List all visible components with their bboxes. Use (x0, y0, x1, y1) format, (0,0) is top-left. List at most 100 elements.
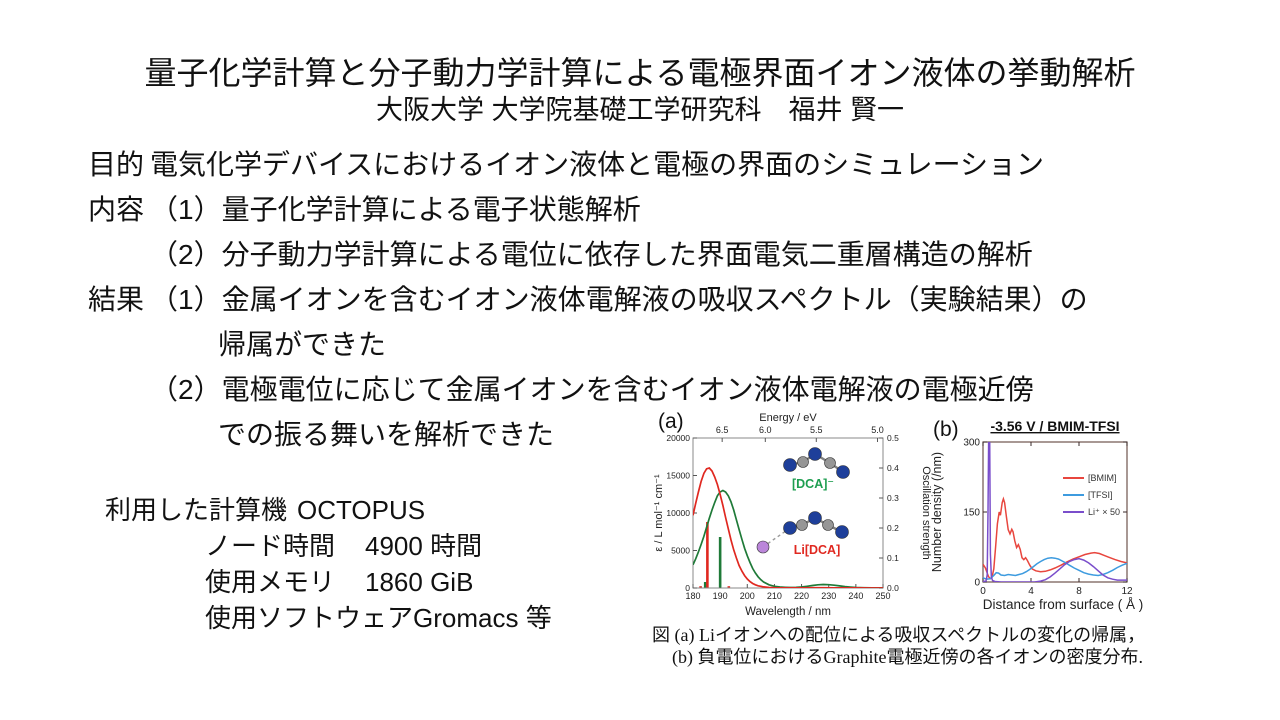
body-line-text: での振る舞いを解析できた (218, 419, 555, 450)
svg-text:0.0: 0.0 (887, 583, 899, 593)
compute-memory-row: 使用メモリ 1860 GiB (205, 564, 552, 600)
svg-text:150: 150 (963, 508, 980, 519)
figure-b-title: -3.56 V / BMIM-TFSI (990, 418, 1119, 434)
figure-b-y-axis-label: Number density (/nm) (930, 452, 944, 572)
atom-C (822, 519, 834, 531)
compute-item-value: 1860 GiB (365, 567, 474, 597)
slide-subtitle: 大阪大学 大学院基礎工学研究科 福井 賢一 (375, 95, 904, 125)
svg-text:8: 8 (1076, 586, 1082, 597)
atom-Li (756, 540, 770, 554)
svg-text:0: 0 (980, 586, 986, 597)
compute-item-name: 使用ソフトウェア (205, 603, 414, 633)
body-line-text: 電気化学デバイスにおけるイオン液体と電極の界面のシミュレーション (150, 149, 1045, 180)
svg-text:4: 4 (1028, 586, 1034, 597)
compute-software-row: 使用ソフトウェア Gromacs 等 (205, 600, 552, 636)
figure-caption-line2: (b) 負電位におけるGraphite電極近傍の各イオンの密度分布. (672, 647, 1143, 667)
svg-text:5.5: 5.5 (810, 425, 823, 435)
svg-text:0.5: 0.5 (887, 433, 899, 443)
figure-a-top-axis-label: Energy / eV (759, 412, 817, 424)
body-text-block: 目的 電気化学デバイスにおけるイオン液体と電極の界面のシミュレーション 内容 （1）… (88, 142, 1088, 457)
svg-text:0.4: 0.4 (887, 463, 899, 473)
body-line-label: 結果 (88, 284, 145, 315)
body-line-text: （2）分子動力学計算による電位に依存した界面電気二重層構造の解析 (150, 239, 1033, 270)
molecule-diagram: [DCA]⁻ (783, 447, 850, 491)
atom-C (797, 456, 809, 468)
body-line-results-2-cont: での振る舞いを解析できた (88, 412, 1088, 457)
density-series (983, 496, 1127, 580)
body-line-label: 目的 (88, 149, 145, 180)
svg-text:12: 12 (1121, 586, 1133, 597)
svg-text:20000: 20000 (666, 433, 690, 443)
svg-text:210: 210 (767, 591, 782, 601)
molecule-label: Li[DCA] (794, 543, 841, 557)
svg-text:0: 0 (685, 583, 690, 593)
body-line-label (156, 322, 218, 367)
svg-text:5.0: 5.0 (871, 425, 884, 435)
svg-text:6.0: 6.0 (759, 425, 772, 435)
body-line-text: 帰属ができた (218, 329, 387, 360)
compute-machine-label: 利用した計算機 (105, 495, 288, 525)
figure-a-y-axis-label: ε / L mol⁻¹ cm⁻¹ (653, 474, 665, 552)
body-line-text: （1）量子化学計算による電子状態解析 (150, 194, 641, 225)
body-line-text: （2）電極電位に応じて金属イオンを含むイオン液体電解液の電極近傍 (150, 374, 1034, 405)
atom-C (824, 457, 836, 469)
molecule-diagram: Li[DCA] (756, 511, 849, 557)
spectrum-series (693, 489, 883, 588)
svg-text:180: 180 (685, 591, 700, 601)
svg-text:6.5: 6.5 (716, 425, 729, 435)
compute-item-value: 4900 時間 (365, 531, 483, 561)
panel-label-a: (a) (658, 410, 684, 433)
body-line-label (156, 412, 218, 457)
svg-text:220: 220 (794, 591, 809, 601)
atom-N (836, 465, 850, 479)
body-line-results-1: 結果 （1）金属イオンを含むイオン液体電解液の吸収スペクトル（実験結果）の (88, 277, 1088, 322)
slide-title: 量子化学計算と分子動力学計算による電極界面イオン液体の挙動解析 (144, 55, 1136, 91)
svg-text:0.3: 0.3 (887, 493, 899, 503)
body-line-label (88, 367, 150, 412)
svg-text:0.1: 0.1 (887, 553, 899, 563)
panel-label-b: (b) (933, 418, 959, 441)
body-line-contents-2: （2）分子動力学計算による電位に依存した界面電気二重層構造の解析 (88, 232, 1088, 277)
svg-text:0.2: 0.2 (887, 523, 899, 533)
svg-text:5000: 5000 (671, 546, 690, 556)
svg-text:200: 200 (740, 591, 755, 601)
legend-label: [BMIM] (1088, 473, 1117, 483)
body-line-results-2: （2）電極電位に応じて金属イオンを含むイオン液体電解液の電極近傍 (88, 367, 1088, 412)
atom-N (808, 511, 822, 525)
atom-N (808, 447, 822, 461)
figure-a-x-axis-label: Wavelength / nm (745, 606, 831, 618)
spectrum-series (693, 467, 883, 588)
atom-N (835, 525, 849, 539)
atom-N (783, 521, 797, 535)
body-line-results-1-cont: 帰属ができた (88, 322, 1088, 367)
svg-text:0: 0 (974, 578, 980, 589)
figure-b-density-profile-chart: 0 4 8 12 0 150 300 Distance from surface ( Å ) N… (930, 418, 1144, 612)
svg-text:10000: 10000 (666, 508, 690, 518)
atom-N (783, 458, 797, 472)
figure-b-x-axis-label: Distance from surface ( Å ) (983, 597, 1144, 612)
body-line-contents-1: 内容 （1）量子化学計算による電子状態解析 (88, 187, 1088, 232)
svg-text:250: 250 (875, 591, 890, 601)
compute-machine-row: 利用した計算機 OCTOPUS (105, 492, 552, 528)
svg-text:15000: 15000 (666, 471, 690, 481)
legend-label: [TFSI] (1088, 490, 1113, 500)
compute-item-name: ノード時間 (205, 531, 336, 561)
svg-text:190: 190 (713, 591, 728, 601)
density-series (983, 556, 1127, 580)
svg-text:230: 230 (821, 591, 836, 601)
body-line-label (88, 232, 150, 277)
atom-C (796, 519, 808, 531)
body-line-text: （1）金属イオンを含むイオン液体電解液の吸収スペクトル（実験結果）の (150, 284, 1088, 315)
figure-a-absorption-spectrum-chart: 180 190 200 210 220 230 240 250 6.5 6.0 5.5 5.0 0 500… (653, 410, 932, 618)
figure-caption-line1: 図 (a) Liイオンへの配位による吸収スペクトルの変化の帰属， (652, 625, 1146, 645)
compute-resources-block: 利用した計算機 OCTOPUS ノード時間 4900 時間 使用メモリ 1860 Gi… (105, 492, 552, 636)
figure-caption: 図 (a) Liイオンへの配位による吸収スペクトルの変化の帰属， (b) 負電位… (652, 624, 1145, 668)
svg-text:240: 240 (848, 591, 863, 601)
compute-item-value: Gromacs 等 (413, 603, 552, 633)
compute-item-name: 使用メモリ (205, 567, 336, 597)
legend-label: Li⁺ × 50 (1088, 507, 1120, 517)
body-line-purpose: 目的 電気化学デバイスにおけるイオン液体と電極の界面のシミュレーション (88, 142, 1088, 187)
svg-text:300: 300 (963, 438, 980, 449)
molecule-label: [DCA]⁻ (792, 477, 834, 491)
